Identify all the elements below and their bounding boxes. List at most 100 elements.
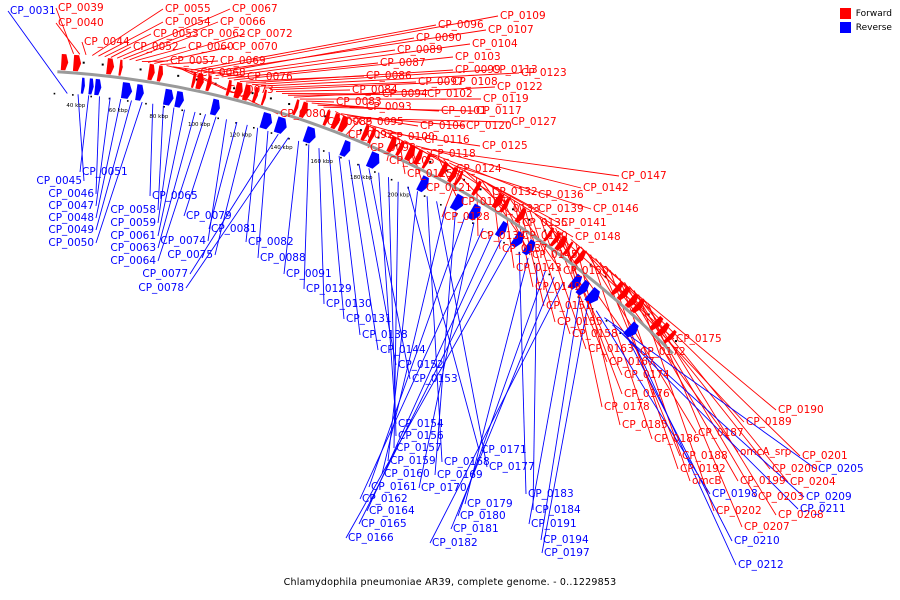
gene-label-cp-0122: CP_0122 [497, 81, 543, 93]
gene-label-cp-0073: CP_0073 [228, 84, 274, 96]
forward-gene-arrow [454, 170, 464, 186]
label-leader-line [436, 201, 488, 468]
gene-label-cp-0181: CP_0181 [453, 523, 499, 535]
label-leader-line [305, 100, 335, 103]
label-leader-line [364, 122, 388, 138]
track-tick-mark [605, 320, 608, 322]
track-tick-mark [195, 78, 198, 81]
forward-gene-arrow [106, 58, 115, 75]
gene-label-cp-0185: CP_0185 [622, 419, 668, 431]
reverse-gene-arrow [162, 88, 174, 106]
scale-label: 140 kbp [270, 145, 293, 151]
gene-label-cp-0187: CP_0187 [698, 427, 744, 439]
track-tick-mark [528, 218, 531, 221]
track-tick-mark [440, 203, 442, 206]
track-tick-mark [269, 97, 272, 100]
forward-gene-arrow [569, 246, 581, 261]
legend-label: Forward [855, 8, 892, 19]
forward-gene-arrow [499, 197, 511, 213]
label-leader-line [208, 121, 238, 230]
gene-label-cp-0046: CP_0046 [48, 188, 94, 200]
gene-label-cp-0068: CP_0068 [200, 67, 246, 79]
forward-gene-arrow [437, 161, 449, 178]
reverse-gene-arrow [259, 112, 273, 130]
gene-label-cp-0074: CP_0074 [160, 235, 206, 247]
track-tick-mark [163, 105, 165, 108]
gene-label-cp-0152: CP_0152 [398, 359, 444, 371]
label-leader-line [189, 133, 279, 275]
gene-label-cp-0157: CP_0157 [396, 442, 442, 454]
label-leader-line [116, 8, 231, 59]
reverse-gene-arrow [510, 231, 524, 248]
label-leader-line [183, 116, 217, 217]
gene-label-cp-0091: CP_0091 [286, 268, 332, 280]
gene-label-cp-0212: CP_0212 [738, 559, 784, 571]
gene-label-cp-0197: CP_0197 [544, 547, 590, 559]
label-leader-line [233, 56, 454, 81]
scale-label: 160 kbp [311, 159, 334, 165]
reverse-gene-arrow [575, 279, 590, 296]
label-leader-line [387, 132, 481, 147]
gene-label-cp-0050: CP_0050 [48, 237, 94, 249]
forward-gene-arrow [554, 235, 568, 251]
gene-label-cp-0184: CP_0184 [535, 504, 581, 516]
forward-gene-arrow [251, 86, 259, 103]
map-caption: Chlamydophila pneumoniae AR39, complete … [283, 577, 617, 588]
gene-label-cp-0200: CP_0200 [772, 463, 818, 475]
gene-label-cp-0162: CP_0162 [362, 493, 408, 505]
track-tick-mark [305, 143, 308, 146]
forward-gene-arrow [298, 101, 308, 118]
gene-label-cp-0084: CP_0084 [352, 84, 398, 96]
gene-label-cp-0163: CP_0163 [588, 343, 634, 355]
gene-label-cp-0161: CP_0161 [371, 481, 417, 493]
track-tick-mark [288, 103, 291, 106]
label-leader-line [541, 303, 589, 554]
gene-label-cp-0144: CP_0144 [380, 344, 426, 356]
label-leader-line [421, 148, 620, 177]
legend: Forward Reverse [839, 8, 892, 36]
label-leader-line [387, 191, 418, 462]
gene-label-cp-0060: CP_0060 [188, 41, 234, 53]
track-tick-mark [126, 100, 129, 102]
label-leader-line [370, 124, 423, 141]
legend-swatch [839, 8, 851, 19]
label-leader-line [398, 137, 406, 175]
label-leader-line [293, 86, 496, 98]
label-leader-line [508, 196, 562, 272]
label-leader-line [191, 24, 437, 71]
label-leader-line [635, 346, 737, 566]
gene-label-cp-0153: CP_0153 [412, 373, 458, 385]
label-leader-line [359, 228, 484, 500]
forward-gene-arrow [322, 109, 331, 126]
track-tick-mark [479, 188, 482, 191]
label-leader-line [95, 96, 100, 195]
gene-label-omcb: omcB [692, 475, 722, 487]
gene-label-cp-0120: CP_0120 [466, 120, 512, 132]
gene-label-cp-0140: CP_0140 [522, 230, 568, 242]
gene-label-cp-0107: CP_0107 [488, 24, 534, 36]
label-leader-line [443, 159, 493, 210]
gene-label-cp-0092: CP_0092 [348, 129, 394, 141]
gene-label-cp-0058: CP_0058 [110, 204, 156, 216]
track-tick-mark [82, 61, 85, 64]
reverse-gene-arrow [584, 286, 600, 304]
forward-gene-arrow [412, 148, 424, 165]
forward-gene-arrow [421, 153, 431, 169]
reverse-gene-arrow [302, 126, 316, 144]
gene-label-cp-0076: CP_0076 [247, 71, 293, 83]
track-tick-mark [446, 169, 449, 172]
reverse-gene-arrow [365, 151, 380, 169]
gene-label-cp-0171: CP_0171 [481, 444, 527, 456]
gene-label-cp-0066: CP_0066 [220, 16, 266, 28]
label-leader-line [415, 145, 582, 189]
gene-label-cp-0098: CP_0098 [370, 142, 416, 154]
label-leader-line [160, 60, 219, 65]
gene-label-cp-0083: CP_0083 [336, 96, 382, 108]
scale-label: 180 kbp [350, 175, 373, 181]
gene-label-cp-0093: CP_0093 [366, 101, 412, 113]
label-leader-line [275, 89, 351, 93]
gene-label-cp-0149: CP_0149 [535, 281, 581, 293]
reverse-gene-arrow [521, 239, 536, 256]
gene-label-cp-0141: CP_0141 [561, 217, 607, 229]
gene-label-cp-0086: CP_0086 [366, 70, 412, 82]
